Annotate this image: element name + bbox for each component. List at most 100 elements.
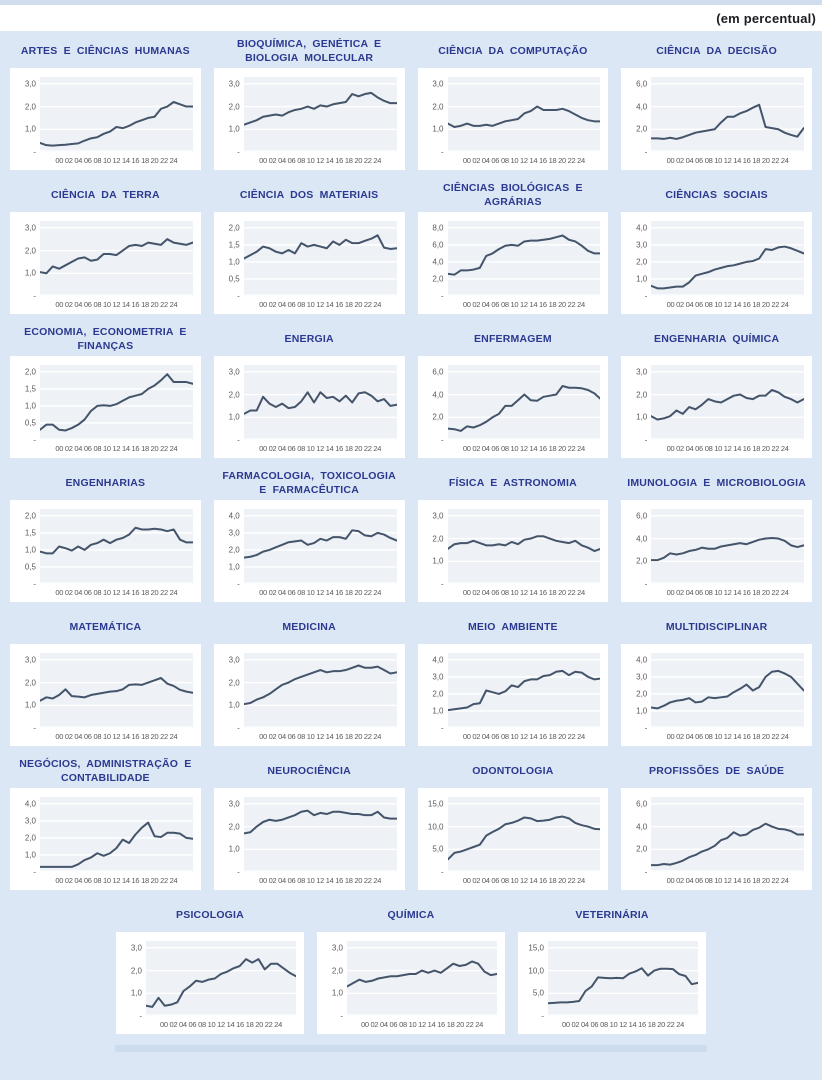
chart-cell: CIÊNCIA DA DECISÃO 6,0 4,0 2,0 - 00 02 04 06 …	[621, 35, 812, 170]
y-axis-tick-label: 2,0	[228, 390, 240, 400]
chart-title: MEDICINA	[282, 620, 336, 633]
y-axis-tick-label: 1,0	[228, 257, 240, 267]
y-axis-tick-label: -	[237, 291, 240, 301]
chart-cell: NEUROCIÊNCIA 3,0 2,0 1,0 - 00 02 04 06 08 10 …	[213, 755, 405, 890]
y-axis-tick-label: 1,0	[228, 124, 240, 134]
chart-title-block: PSICOLOGIA	[116, 899, 304, 932]
chart-title-block: CIÊNCIA DA TERRA	[10, 179, 201, 212]
y-axis-tick-label: -	[237, 579, 240, 589]
plot-area	[447, 221, 601, 296]
y-axis-tick-label: 3,0	[432, 511, 444, 521]
x-axis-labels: 00 02 04 06 08 10 12 14 16 18 20 22 24	[666, 300, 789, 309]
y-axis-tick-label: 4,0	[636, 223, 648, 233]
chart-card: 2,0 1,5 1,0 0,5 - 00 02 04 06 08 10 12 14 16 …	[10, 356, 201, 458]
y-axis-tick-label: -	[644, 867, 648, 877]
data-series-line	[244, 666, 397, 705]
chart-title: CIÊNCIAS SOCIAIS	[665, 188, 768, 201]
line-chart	[244, 653, 397, 728]
page-header: (em percentual)	[0, 5, 822, 31]
y-axis-tick-label: -	[33, 867, 36, 877]
line-chart	[244, 509, 397, 584]
line-chart	[651, 77, 804, 152]
y-axis-tick-label: 2,0	[24, 833, 36, 843]
data-series-line	[651, 538, 804, 560]
y-axis-tick-label: 1,0	[130, 988, 142, 998]
line-chart	[651, 365, 804, 440]
y-axis-tick-label: -	[237, 147, 240, 157]
data-series-line	[651, 105, 804, 139]
x-axis-labels: 00 02 04 06 08 10 12 14 16 18 20 22 24	[55, 156, 178, 165]
data-series-line	[448, 817, 601, 860]
x-axis-labels: 00 02 04 06 08 10 12 14 16 18 20 22 24	[259, 444, 382, 453]
x-axis-labels: 00 02 04 06 08 10 12 14 16 18 20 22 24	[666, 876, 789, 885]
x-axis-labels: 00 02 04 06 08 10 12 14 16 18 20 22 24	[55, 588, 178, 597]
chart-cell: ARTES E CIÊNCIAS HUMANAS 3,0 2,0 1,0 - 00 02 …	[10, 35, 201, 170]
y-axis-tick-label: 1,0	[228, 844, 240, 854]
plot-area	[40, 221, 193, 296]
chart-card: 3,0 2,0 1,0 - 00 02 04 06 08 10 12 14 16 18 …	[417, 500, 609, 602]
y-axis-tick-label: 4,0	[432, 390, 444, 400]
y-axis-tick-label: 5,0	[532, 988, 544, 998]
line-chart	[40, 509, 193, 584]
y-axis-tick-label: 1,0	[432, 706, 444, 716]
chart-card: 3,0 2,0 1,0 - 00 02 04 06 08 10 12 14 16 18 …	[417, 68, 609, 170]
chart-cell: MEIO AMBIENTE 4,0 3,0 2,0 1,0 - 00 02 04 06 08…	[417, 611, 609, 746]
y-axis-tick-label: -	[644, 435, 648, 445]
plot-area	[447, 509, 601, 584]
y-axis-tick-label: 2,0	[636, 689, 648, 699]
chart-title: CIÊNCIA DOS MATERIAIS	[239, 188, 379, 201]
y-axis-tick-label: -	[237, 867, 240, 877]
data-series-line	[244, 235, 397, 258]
y-axis-tick-label: 2,0	[24, 246, 36, 256]
chart-title-block: FÍSICA E ASTRONOMIA	[418, 467, 609, 500]
y-axis: 3,0 2,0 1,0 -	[623, 365, 651, 444]
line-chart	[448, 797, 601, 872]
data-series-line	[40, 528, 193, 554]
line-chart	[651, 221, 804, 296]
plot-area	[548, 941, 698, 1016]
x-axis-labels: 00 02 04 06 08 10 12 14 16 18 20 22 24	[55, 732, 178, 741]
x-axis-labels: 00 02 04 06 08 10 12 14 16 18 20 22 24	[259, 300, 382, 309]
line-chart	[40, 365, 193, 440]
y-axis-tick-label: 1,0	[228, 562, 240, 572]
chart-title: ODONTOLOGIA	[472, 764, 554, 777]
chart-card: 6,0 4,0 2,0 - 00 02 04 06 08 10 12 14 16 18 …	[621, 500, 812, 602]
chart-title-block: MEDICINA	[214, 611, 405, 644]
y-axis: 4,0 3,0 2,0 1,0 -	[623, 653, 651, 732]
chart-title-block: NEUROCIÊNCIA	[214, 755, 405, 788]
data-series-line	[244, 93, 397, 125]
plot-area	[243, 653, 397, 728]
chart-title: CIÊNCIA DA COMPUTAÇÃO	[438, 44, 588, 57]
y-axis: 4,0 3,0 2,0 1,0 -	[216, 509, 244, 588]
y-axis-tick-label: -	[440, 867, 444, 877]
chart-title: FARMACOLOGIA, TOXICOLOGIA E FARMACÊUTICA	[222, 469, 396, 496]
y-axis-tick-label: 1,0	[228, 412, 240, 422]
plot-area	[447, 77, 601, 152]
data-series-line	[651, 824, 804, 865]
y-axis: 3,0 2,0 1,0 -	[420, 77, 448, 156]
y-axis: 4,0 3,0 2,0 1,0 -	[623, 221, 651, 300]
chart-title: CIÊNCIAS BIOLÓGICAS E AGRÁRIAS	[443, 181, 583, 208]
y-axis-tick-label: 2,0	[331, 966, 343, 976]
unit-note: (em percentual)	[716, 10, 816, 26]
y-axis-tick-label: 10,0	[528, 966, 544, 976]
line-chart	[146, 941, 296, 1016]
y-axis-tick-label: 2,0	[228, 678, 240, 688]
plot-area	[40, 77, 193, 152]
y-axis-tick-label: 4,0	[432, 257, 444, 267]
data-series-line	[244, 392, 397, 414]
y-axis: 15,0 10,0 5,0 -	[420, 797, 448, 876]
chart-cell: ENGENHARIA QUÍMICA 3,0 2,0 1,0 - 00 02 04 06 …	[621, 323, 812, 458]
y-axis-tick-label: 3,0	[432, 672, 444, 682]
chart-card: 3,0 2,0 1,0 - 00 02 04 06 08 10 12 14 16 18 …	[213, 68, 405, 170]
y-axis-tick-label: 3,0	[228, 367, 240, 377]
line-chart	[448, 221, 601, 296]
top-edge-strip	[0, 0, 822, 5]
chart-title: ECONOMIA, ECONOMETRIA E FINANÇAS	[24, 325, 187, 352]
chart-card: 2,0 1,5 1,0 0,5 - 00 02 04 06 08 10 12 14 16 …	[10, 500, 201, 602]
y-axis-tick-label: 2,0	[636, 124, 648, 134]
x-axis-labels: 00 02 04 06 08 10 12 14 16 18 20 22 24	[462, 300, 585, 309]
data-series-line	[244, 811, 397, 834]
chart-card: 3,0 2,0 1,0 - 00 02 04 06 08 10 12 14 16 18 …	[10, 644, 201, 746]
y-axis-tick-label: 2,0	[432, 689, 444, 699]
